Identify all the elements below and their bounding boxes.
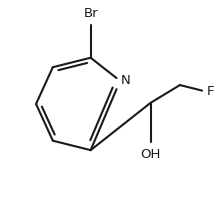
- Text: F: F: [207, 85, 214, 98]
- Text: Br: Br: [83, 7, 98, 20]
- Text: OH: OH: [140, 148, 161, 161]
- Text: N: N: [121, 74, 131, 87]
